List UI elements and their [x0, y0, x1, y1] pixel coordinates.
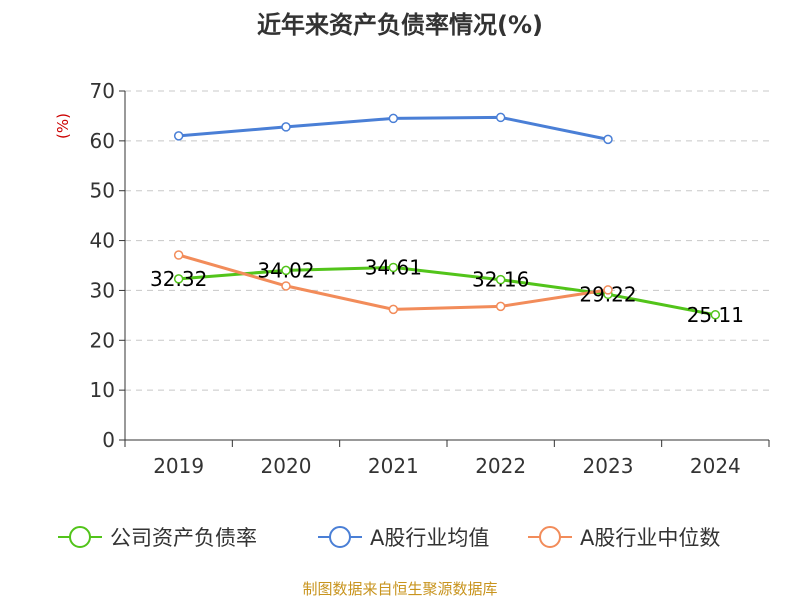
y-tick-label-50: 50	[90, 179, 115, 203]
data-point-1-3	[495, 112, 506, 123]
source-note: 制图数据来自恒生聚源数据库	[302, 580, 497, 598]
series-0	[173, 262, 721, 320]
legend-marker-1	[329, 526, 351, 548]
series-2	[173, 250, 613, 315]
y-tick-label-40: 40	[90, 229, 115, 253]
data-point-0-0	[173, 274, 184, 284]
data-point-2-4	[603, 285, 613, 295]
x-tick-label-2021: 2021	[368, 454, 419, 478]
legend-item-0: 公司资产负债率	[58, 526, 257, 550]
x-tick-label-2024: 2024	[690, 454, 741, 478]
data-point-2-1	[281, 281, 291, 291]
data-label-0-0: 32.32	[150, 267, 207, 291]
data-point-2-3	[495, 301, 506, 312]
x-tick-label-2022: 2022	[475, 454, 526, 478]
data-point-0-5	[710, 310, 721, 320]
legend-label-0: 公司资产负债率	[110, 526, 257, 550]
data-label-0-5: 25.11	[687, 303, 744, 327]
data-point-1-4	[603, 134, 613, 145]
data-label-0-3: 32.16	[472, 268, 529, 292]
data-label-0-4: 29.22	[579, 282, 636, 306]
y-tick-label-20: 20	[90, 328, 115, 352]
legend-marker-2	[539, 526, 561, 548]
data-point-0-2	[388, 262, 399, 273]
series-line-0	[178, 265, 716, 317]
chart-title: 近年来资产负债率情况(%)	[257, 11, 543, 39]
legend-marker-0	[69, 526, 91, 548]
data-point-1-1	[281, 122, 291, 132]
data-point-2-0	[173, 250, 184, 260]
y-tick-label-70: 70	[90, 79, 115, 103]
legend-item-2: A股行业中位数	[528, 526, 720, 550]
data-point-2-2	[388, 304, 399, 315]
data-point-1-2	[388, 113, 399, 124]
series-layer: 32.32 34.02 34.61 32.16 29.22 25.11	[150, 112, 744, 327]
x-tick-label-2019: 2019	[153, 454, 204, 478]
legend-label-2: A股行业中位数	[580, 526, 720, 550]
x-tick-label-2023: 2023	[583, 454, 634, 478]
data-label-0-1: 34.02	[257, 258, 314, 282]
data-label-0-2: 34.61	[365, 255, 422, 279]
x-tick-label-2020: 2020	[261, 454, 312, 478]
legend-item-1: A股行业均值	[318, 526, 489, 550]
y-tick-label-0: 0	[102, 428, 115, 452]
legend: 公司资产负债率 A股行业均值 A股行业中位数	[58, 526, 720, 550]
series-1	[173, 112, 613, 145]
grid-lines	[125, 90, 769, 391]
y-tick-label-10: 10	[90, 378, 115, 402]
data-point-1-0	[173, 131, 184, 141]
y-tick-label-60: 60	[90, 129, 115, 153]
y-axis-unit: (%)	[54, 113, 72, 139]
axes: 0 10 20 30 40 50 60 70 2019 2020 2021 2022 2023 2024	[90, 79, 770, 478]
y-tick-label-30: 30	[90, 278, 115, 302]
legend-label-1: A股行业均值	[370, 526, 489, 550]
data-point-0-1	[281, 265, 291, 276]
data-point-0-3	[495, 274, 506, 285]
